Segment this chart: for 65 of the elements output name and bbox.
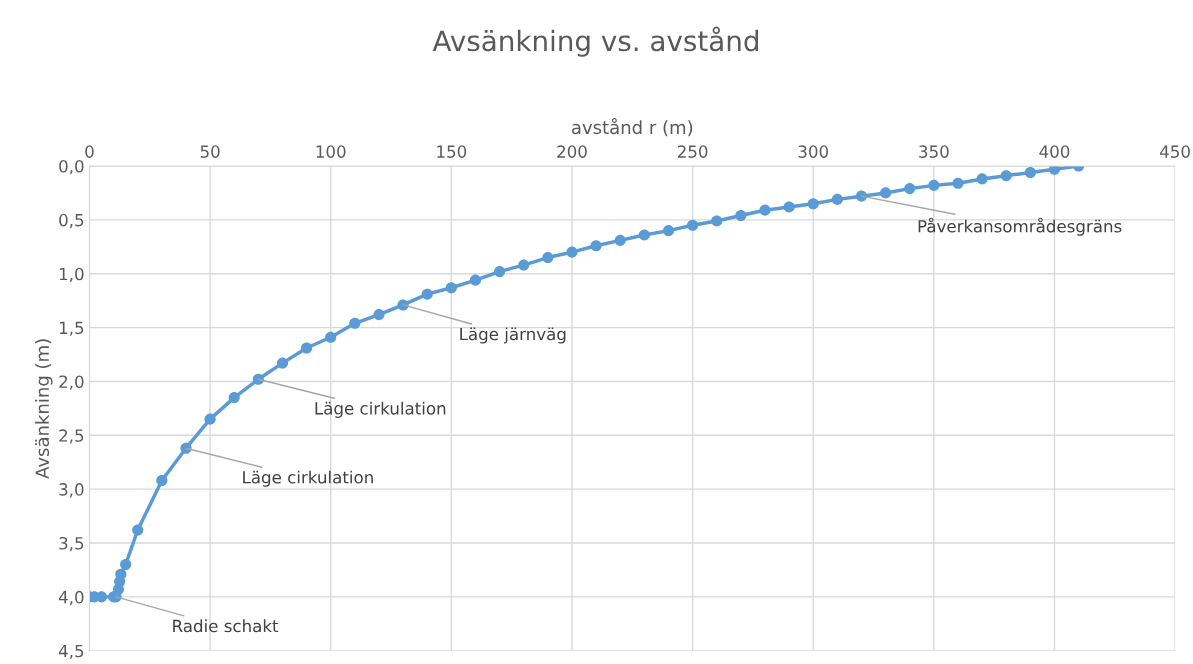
- point: [132, 524, 144, 536]
- point: [952, 177, 964, 189]
- point: [542, 252, 554, 264]
- point: [904, 183, 916, 195]
- point: [228, 392, 240, 404]
- y-tick-label: 0,0: [59, 159, 84, 175]
- point: [807, 198, 819, 210]
- x-tick-label: 200: [557, 145, 587, 158]
- point: [494, 266, 506, 278]
- point: [252, 373, 264, 385]
- point: [156, 474, 168, 487]
- point: [301, 342, 313, 354]
- x-tick-label: 400: [1039, 145, 1070, 158]
- point: [469, 274, 482, 286]
- point: [120, 558, 132, 571]
- y-axis-title: Avsänkning (m): [35, 339, 53, 479]
- x-axis-title: avstånd r (m): [571, 118, 693, 137]
- x-tick-label: 450: [1160, 145, 1190, 158]
- y-tick-label: 4,5: [58, 644, 84, 659]
- point: [445, 282, 457, 294]
- point: [325, 331, 337, 343]
- chart-title: Avsänkning vs. avstånd: [432, 26, 758, 57]
- x-tick-label: 250: [677, 145, 708, 158]
- y-tick-label: 0,5: [59, 213, 84, 229]
- x-tick-label: 350: [919, 145, 949, 158]
- annotation: Påverkansområdesgräns: [918, 217, 1122, 236]
- y-tick-label: 2,0: [59, 375, 84, 390]
- point: [204, 413, 216, 425]
- y-tick-label: 4,0: [58, 590, 84, 606]
- point: [566, 246, 578, 258]
- point: [115, 568, 127, 580]
- y-tick-label: 3,5: [59, 536, 84, 552]
- point: [638, 229, 650, 241]
- x-tick-label: 50: [200, 145, 220, 158]
- point: [735, 209, 747, 222]
- point: [421, 288, 433, 300]
- y-tick-label: 3,0: [59, 483, 84, 498]
- point: [976, 173, 988, 185]
- point: [831, 193, 843, 205]
- point: [1000, 170, 1012, 182]
- point: [373, 309, 385, 321]
- annotation: Läge järnväg: [460, 327, 566, 344]
- point: [880, 187, 892, 199]
- point: [349, 317, 361, 329]
- point: [518, 259, 530, 271]
- point: [662, 225, 675, 237]
- point: [276, 357, 289, 369]
- annotation: Radie schakt: [173, 619, 279, 633]
- annotation: Läge cirkulation: [243, 470, 373, 487]
- point: [687, 219, 699, 231]
- x-tick-label: 300: [798, 145, 829, 158]
- annotation: Läge cirkulation: [315, 401, 446, 418]
- point: [928, 179, 940, 191]
- y-tick-label: 1,5: [59, 321, 84, 336]
- x-tick-label: 150: [437, 145, 467, 158]
- x-tick-label: 0: [85, 145, 94, 158]
- point: [711, 215, 723, 227]
- point: [759, 204, 771, 216]
- point: [590, 240, 602, 252]
- y-tick-label: 2,5: [59, 429, 84, 444]
- y-tick-label: 1,0: [59, 267, 84, 282]
- point: [1024, 166, 1036, 179]
- point: [614, 234, 626, 246]
- point: [783, 201, 795, 213]
- x-tick-label: 100: [316, 145, 346, 158]
